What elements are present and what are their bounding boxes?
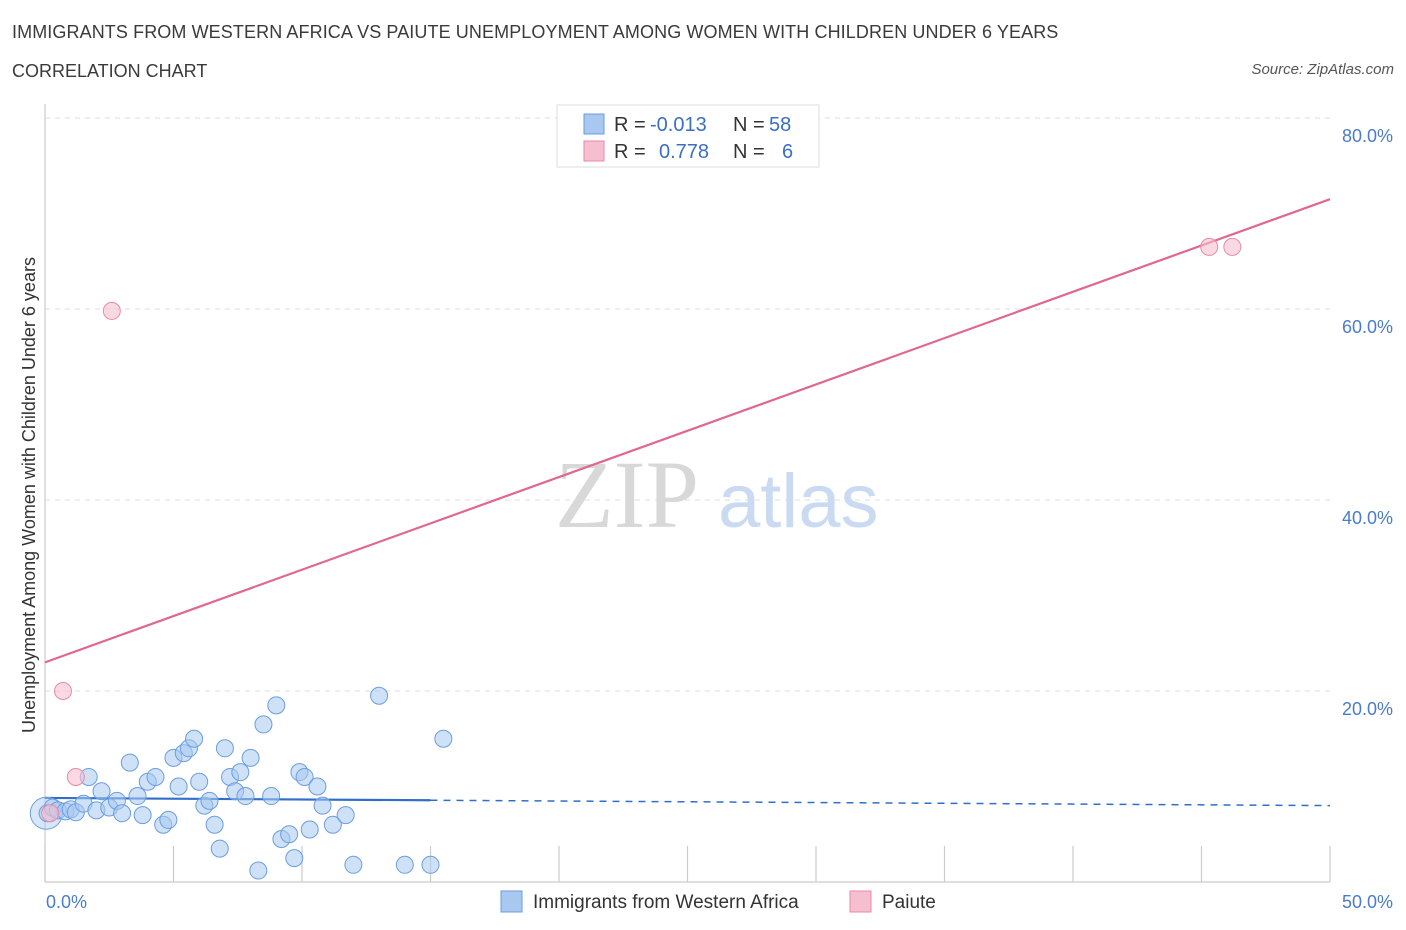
data-point-western-africa-39 xyxy=(267,696,286,715)
y-tick-label-20: 20.0% xyxy=(1342,699,1393,719)
legend-label-western-africa: Immigrants from Western Africa xyxy=(533,892,799,913)
stats-n-label-1: N = xyxy=(733,114,765,136)
y-axis-title: Unemployment Among Women with Children U… xyxy=(19,257,39,733)
trend-line-western-africa-dashed xyxy=(430,799,1331,807)
data-point-paiute-5 xyxy=(1223,237,1242,256)
stats-swatch-blue xyxy=(583,113,605,135)
tick-labels: 20.0% 40.0% 60.0% 80.0% 0.0% 50.0% xyxy=(46,126,1393,912)
y-tick-label-80: 80.0% xyxy=(1342,126,1393,146)
y-tick-label-40: 40.0% xyxy=(1342,508,1393,528)
data-point-paiute-3 xyxy=(102,301,121,320)
data-point-western-africa-46 xyxy=(308,777,327,796)
chart-title: IMMIGRANTS FROM WESTERN AFRICA VS PAIUTE… xyxy=(12,22,1059,42)
watermark-zip: ZIP xyxy=(555,441,699,548)
data-point-western-africa-17 xyxy=(146,767,165,786)
stats-r-label-1: R = xyxy=(614,114,646,136)
series-legend: Immigrants from Western Africa Paiute xyxy=(500,890,936,913)
source-credit: Source: ZipAtlas.com xyxy=(1251,61,1394,78)
stats-r-label-2: R = xyxy=(614,141,646,163)
data-points xyxy=(29,237,1242,880)
data-point-western-africa-41 xyxy=(280,825,299,844)
data-point-western-africa-36 xyxy=(249,861,268,880)
data-point-western-africa-38 xyxy=(262,787,281,806)
stats-n-label-2: N = xyxy=(733,141,765,163)
data-point-western-africa-25 xyxy=(190,772,209,791)
data-point-western-africa-29 xyxy=(210,839,229,858)
data-point-western-africa-30 xyxy=(215,739,234,758)
data-point-western-africa-24 xyxy=(185,729,204,748)
data-point-paiute-4 xyxy=(1200,237,1219,256)
data-point-western-africa-51 xyxy=(370,686,389,705)
data-point-paiute-1 xyxy=(53,682,72,700)
stats-n-value-1: 58 xyxy=(769,114,791,136)
stats-n-value-2: 6 xyxy=(782,141,793,163)
data-point-western-africa-12 xyxy=(113,804,132,823)
data-point-western-africa-37 xyxy=(254,715,273,734)
data-point-western-africa-19 xyxy=(159,810,178,829)
data-point-western-africa-45 xyxy=(300,820,319,839)
data-point-western-africa-49 xyxy=(336,806,355,825)
x-tick-label-right: 50.0% xyxy=(1342,892,1393,912)
y-tick-label-60: 60.0% xyxy=(1342,317,1393,337)
data-point-western-africa-34 xyxy=(236,787,255,806)
data-point-western-africa-15 xyxy=(133,806,152,825)
legend-swatch-paiute xyxy=(849,890,872,913)
data-point-western-africa-33 xyxy=(231,763,250,782)
gridlines xyxy=(45,117,1330,692)
legend-label-paiute: Paiute xyxy=(882,892,936,913)
data-point-western-africa-27 xyxy=(200,791,219,810)
data-point-western-africa-48 xyxy=(323,815,342,834)
trend-line-paiute xyxy=(44,198,1331,664)
watermark-atlas: atlas xyxy=(718,459,879,544)
data-point-western-africa-44 xyxy=(295,767,314,786)
data-point-western-africa-9 xyxy=(92,782,111,801)
data-point-western-africa-21 xyxy=(169,777,188,796)
data-point-western-africa-14 xyxy=(128,787,147,806)
data-point-western-africa-53 xyxy=(421,855,440,874)
legend-swatch-western-africa xyxy=(500,890,523,913)
x-tick-label-left: 0.0% xyxy=(46,892,87,912)
data-point-paiute-2 xyxy=(66,767,85,786)
stats-r-value-2: 0.778 xyxy=(659,141,709,163)
data-point-western-africa-47 xyxy=(313,796,332,815)
data-point-western-africa-13 xyxy=(120,753,139,772)
data-point-western-africa-50 xyxy=(344,855,363,874)
data-point-paiute-0 xyxy=(41,804,60,823)
stats-r-value-1: -0.013 xyxy=(650,114,707,136)
stats-legend: R = -0.013 N = 58 R = 0.778 N = 6 xyxy=(556,104,820,168)
axes xyxy=(44,104,1331,883)
data-point-western-africa-42 xyxy=(285,849,304,868)
data-point-western-africa-28 xyxy=(205,815,224,834)
data-point-western-africa-52 xyxy=(395,855,414,874)
data-point-western-africa-54 xyxy=(434,729,453,748)
data-point-western-africa-35 xyxy=(241,748,260,767)
chart-subtitle: CORRELATION CHART xyxy=(12,61,208,81)
watermark: ZIP atlas xyxy=(555,441,879,548)
stats-swatch-pink xyxy=(583,140,605,162)
